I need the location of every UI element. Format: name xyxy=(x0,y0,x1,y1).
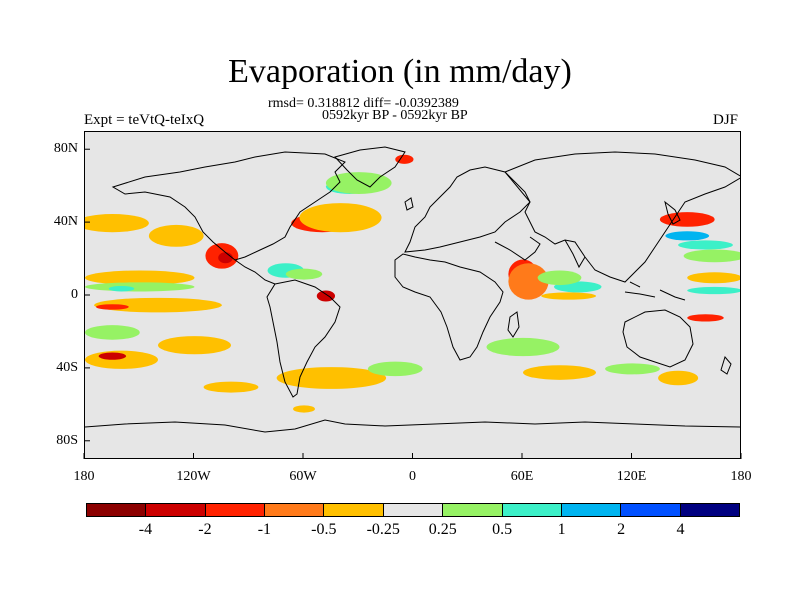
coastline-layer xyxy=(85,146,740,433)
greenland-coastline xyxy=(334,146,406,188)
japan-coastline xyxy=(664,200,681,225)
anomaly-norwegian-sea-red xyxy=(395,154,414,164)
anomaly-arabian-sea-orange xyxy=(508,263,549,300)
anomaly-tasman-orange xyxy=(658,370,699,386)
anomaly-south-pacific-green xyxy=(85,325,140,340)
central-america-coastline xyxy=(234,259,276,285)
maritime-continent-coastline xyxy=(624,281,686,301)
colorbar-box xyxy=(680,504,739,516)
anomaly-equatorial-pacific-band xyxy=(94,297,222,313)
anomaly-south-pacific-orange xyxy=(158,336,231,355)
period-line: 0592kyr BP - 0592kyr BP xyxy=(322,108,468,123)
statistics-line: rmsd= 0.318812 diff= -0.0392389 xyxy=(268,96,459,111)
africa-coastline xyxy=(394,253,504,361)
colorbar-box xyxy=(146,504,206,516)
anomaly-south-atlantic-green xyxy=(367,361,423,377)
colorbar-label: -4 xyxy=(138,521,153,538)
anomaly-southern-ocean-orange xyxy=(276,367,387,389)
anomaly-tropical-pacific-cyan xyxy=(108,285,135,292)
colorbar-label: 4 xyxy=(676,521,685,538)
anomaly-west-pacific-cyan-band xyxy=(687,286,740,295)
anomaly-south-indian-green xyxy=(486,337,560,357)
anomaly-south-indian-orange xyxy=(523,365,596,380)
anomaly-layer xyxy=(85,154,740,413)
anomaly-west-pacific-cyan xyxy=(678,240,733,250)
anomaly-north-atlantic-orange xyxy=(299,203,382,233)
colorbar-label: -1 xyxy=(257,521,272,538)
anomaly-southeast-pacific-orange xyxy=(203,381,259,393)
x-tick-label: 120E xyxy=(616,469,647,484)
colorbar-box xyxy=(443,504,503,516)
colorbar-label: 0.5 xyxy=(492,521,513,538)
uk-coastline xyxy=(404,197,414,211)
anomaly-west-pacific-blue xyxy=(665,231,710,241)
colorbar-box xyxy=(87,504,147,516)
anomaly-australia-south-green xyxy=(605,363,660,375)
anomaly-south-pacific-darkred xyxy=(98,352,127,360)
new-zealand-coastline xyxy=(720,355,732,375)
colorbar-label: -0.25 xyxy=(366,521,400,538)
x-tick-label: 0 xyxy=(409,469,416,484)
colorbar xyxy=(86,503,740,517)
y-tick-label: 40S xyxy=(56,359,78,375)
anomaly-north-indian-green xyxy=(537,270,582,286)
anomaly-west-pacific-orange-band xyxy=(687,272,740,284)
colorbar-label: -0.5 xyxy=(311,521,337,538)
y-tick-label: 40N xyxy=(53,214,78,230)
arabia-coastline xyxy=(494,236,541,261)
antarctica-coastline xyxy=(85,419,740,433)
anomaly-patagonia-orange xyxy=(293,405,315,413)
anomaly-pacific-red-streak xyxy=(95,304,129,310)
colorbar-box xyxy=(205,504,266,516)
colorbar-box xyxy=(383,504,444,516)
asia-coastline xyxy=(504,151,740,283)
x-tick-label: 60W xyxy=(289,469,317,484)
anomaly-caribbean-green xyxy=(285,268,323,280)
anomaly-mexico-core xyxy=(218,252,233,264)
x-tick-label: 120W xyxy=(176,469,211,484)
colorbar-label: 1 xyxy=(557,521,566,538)
y-tick-label: 0 xyxy=(71,287,78,302)
anomaly-greenland-sea-green xyxy=(325,172,392,194)
y-tick-label: 80N xyxy=(53,141,78,157)
colorbar-label: -2 xyxy=(198,521,212,538)
x-tick-label: 60E xyxy=(510,469,534,484)
x-tick-label: 180 xyxy=(73,469,95,484)
colorbar-box xyxy=(265,504,325,516)
colorbar-box xyxy=(324,504,384,516)
colorbar-box xyxy=(621,504,681,516)
experiment-label: Expt = teVtQ-teIxQ xyxy=(84,112,205,128)
madagascar-coastline xyxy=(507,311,520,338)
india-coastline xyxy=(564,239,586,269)
anomaly-west-pacific-green xyxy=(683,249,740,263)
north-america-coastline xyxy=(111,151,346,261)
colorbar-box xyxy=(561,504,622,516)
anomaly-north-pacific-east-band xyxy=(148,224,204,247)
colorbar-label: 2 xyxy=(617,521,626,538)
colorbar-box xyxy=(502,504,562,516)
plot-title: Evaporation (in mm/day) xyxy=(228,53,572,90)
season-label: DJF xyxy=(713,112,739,128)
anomaly-tropical-pacific-orange xyxy=(85,270,195,286)
anomaly-south-pacific-red xyxy=(687,314,724,322)
south-america-coastline xyxy=(266,279,341,398)
anomaly-tropical-pacific-green xyxy=(85,282,195,292)
colorbar-label: 0.25 xyxy=(428,521,457,538)
y-tick-label: 80S xyxy=(56,432,78,448)
x-tick-label: 180 xyxy=(730,469,752,484)
europe-coastline xyxy=(404,166,531,253)
anomaly-indian-ocean-orange xyxy=(541,292,596,300)
australia-coastline xyxy=(622,309,694,368)
anomaly-north-pacific-west-band xyxy=(85,214,149,233)
anomaly-south-pacific-west-orange xyxy=(85,350,158,369)
anomaly-amazon-mouth-red xyxy=(316,290,336,302)
map-panel xyxy=(84,131,741,459)
map-canvas xyxy=(85,146,740,433)
